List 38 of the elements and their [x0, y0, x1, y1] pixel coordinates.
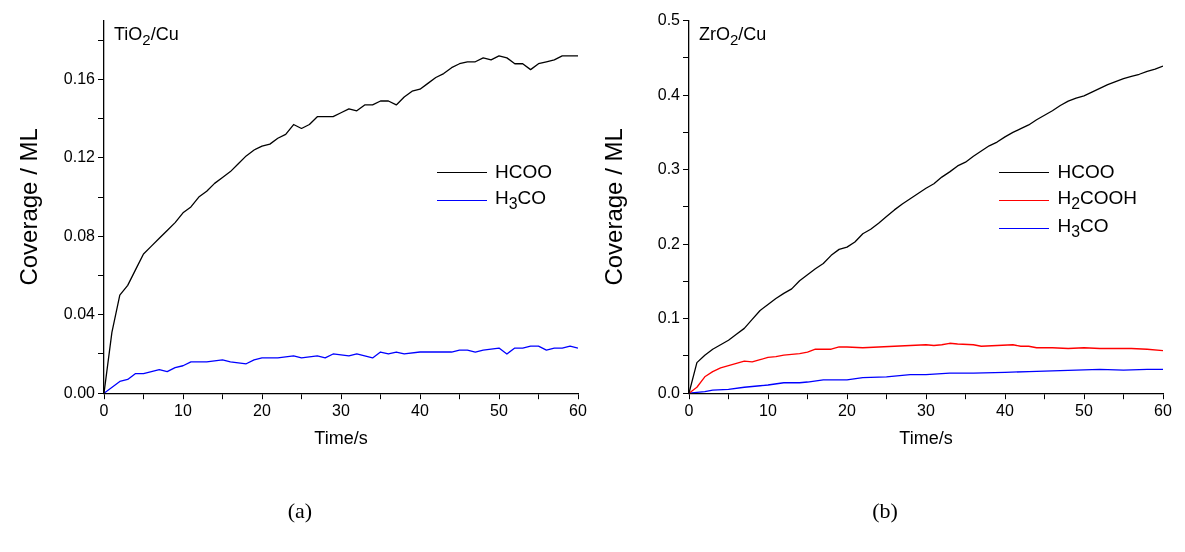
- y-axis-title: Coverage / ML: [15, 128, 43, 286]
- legend-label: H$_{3}$CO: [1057, 215, 1109, 241]
- x-tick-label: 0: [684, 402, 694, 420]
- x-tick-label: 10: [759, 402, 777, 420]
- y-tick-label: 0.3: [657, 160, 681, 178]
- y-tick-label: 0.1: [657, 309, 681, 327]
- x-tick-label: 60: [1154, 402, 1172, 420]
- chart-title: TiO$_{2}$/Cu: [114, 24, 179, 48]
- y-tick-label: 0.00: [63, 383, 96, 401]
- y-tick-label: 0.0: [657, 383, 681, 401]
- y-tick-label: 0.08: [63, 226, 96, 244]
- y-tick-label: 0.12: [63, 148, 96, 166]
- y-tick-label: 0.04: [63, 305, 96, 323]
- y-tick-label: 0.2: [657, 234, 681, 252]
- x-tick-label: 20: [253, 402, 271, 420]
- legend-label: H$_{3}$CO: [495, 187, 547, 213]
- x-axis-title: Time/s: [899, 428, 953, 449]
- x-tick-label: 50: [1075, 402, 1093, 420]
- x-tick-label: 40: [996, 402, 1014, 420]
- y-tick-label: 0.16: [63, 69, 96, 87]
- text: (a): [286, 498, 314, 524]
- chart-title: ZrO$_{2}$/Cu: [699, 24, 767, 48]
- y-tick-label: 0.5: [657, 11, 681, 29]
- legend-label: H$_{2}$COOH: [1057, 187, 1137, 213]
- legend-label: HCOO: [1057, 161, 1115, 183]
- text: (b): [871, 498, 899, 524]
- y-axis-title: Coverage / ML: [600, 128, 628, 286]
- x-tick-label: 30: [917, 402, 935, 420]
- x-tick-label: 30: [332, 402, 350, 420]
- x-tick-label: 40: [411, 402, 429, 420]
- x-tick-label: 50: [490, 402, 508, 420]
- legend-label: HCOO: [495, 161, 552, 183]
- y-tick-label: 0.4: [657, 85, 681, 103]
- x-axis-title: Time/s: [314, 428, 368, 449]
- x-tick-label: 0: [99, 402, 109, 420]
- x-tick-label: 20: [838, 402, 856, 420]
- x-tick-label: 60: [569, 402, 587, 420]
- x-tick-label: 10: [174, 402, 192, 420]
